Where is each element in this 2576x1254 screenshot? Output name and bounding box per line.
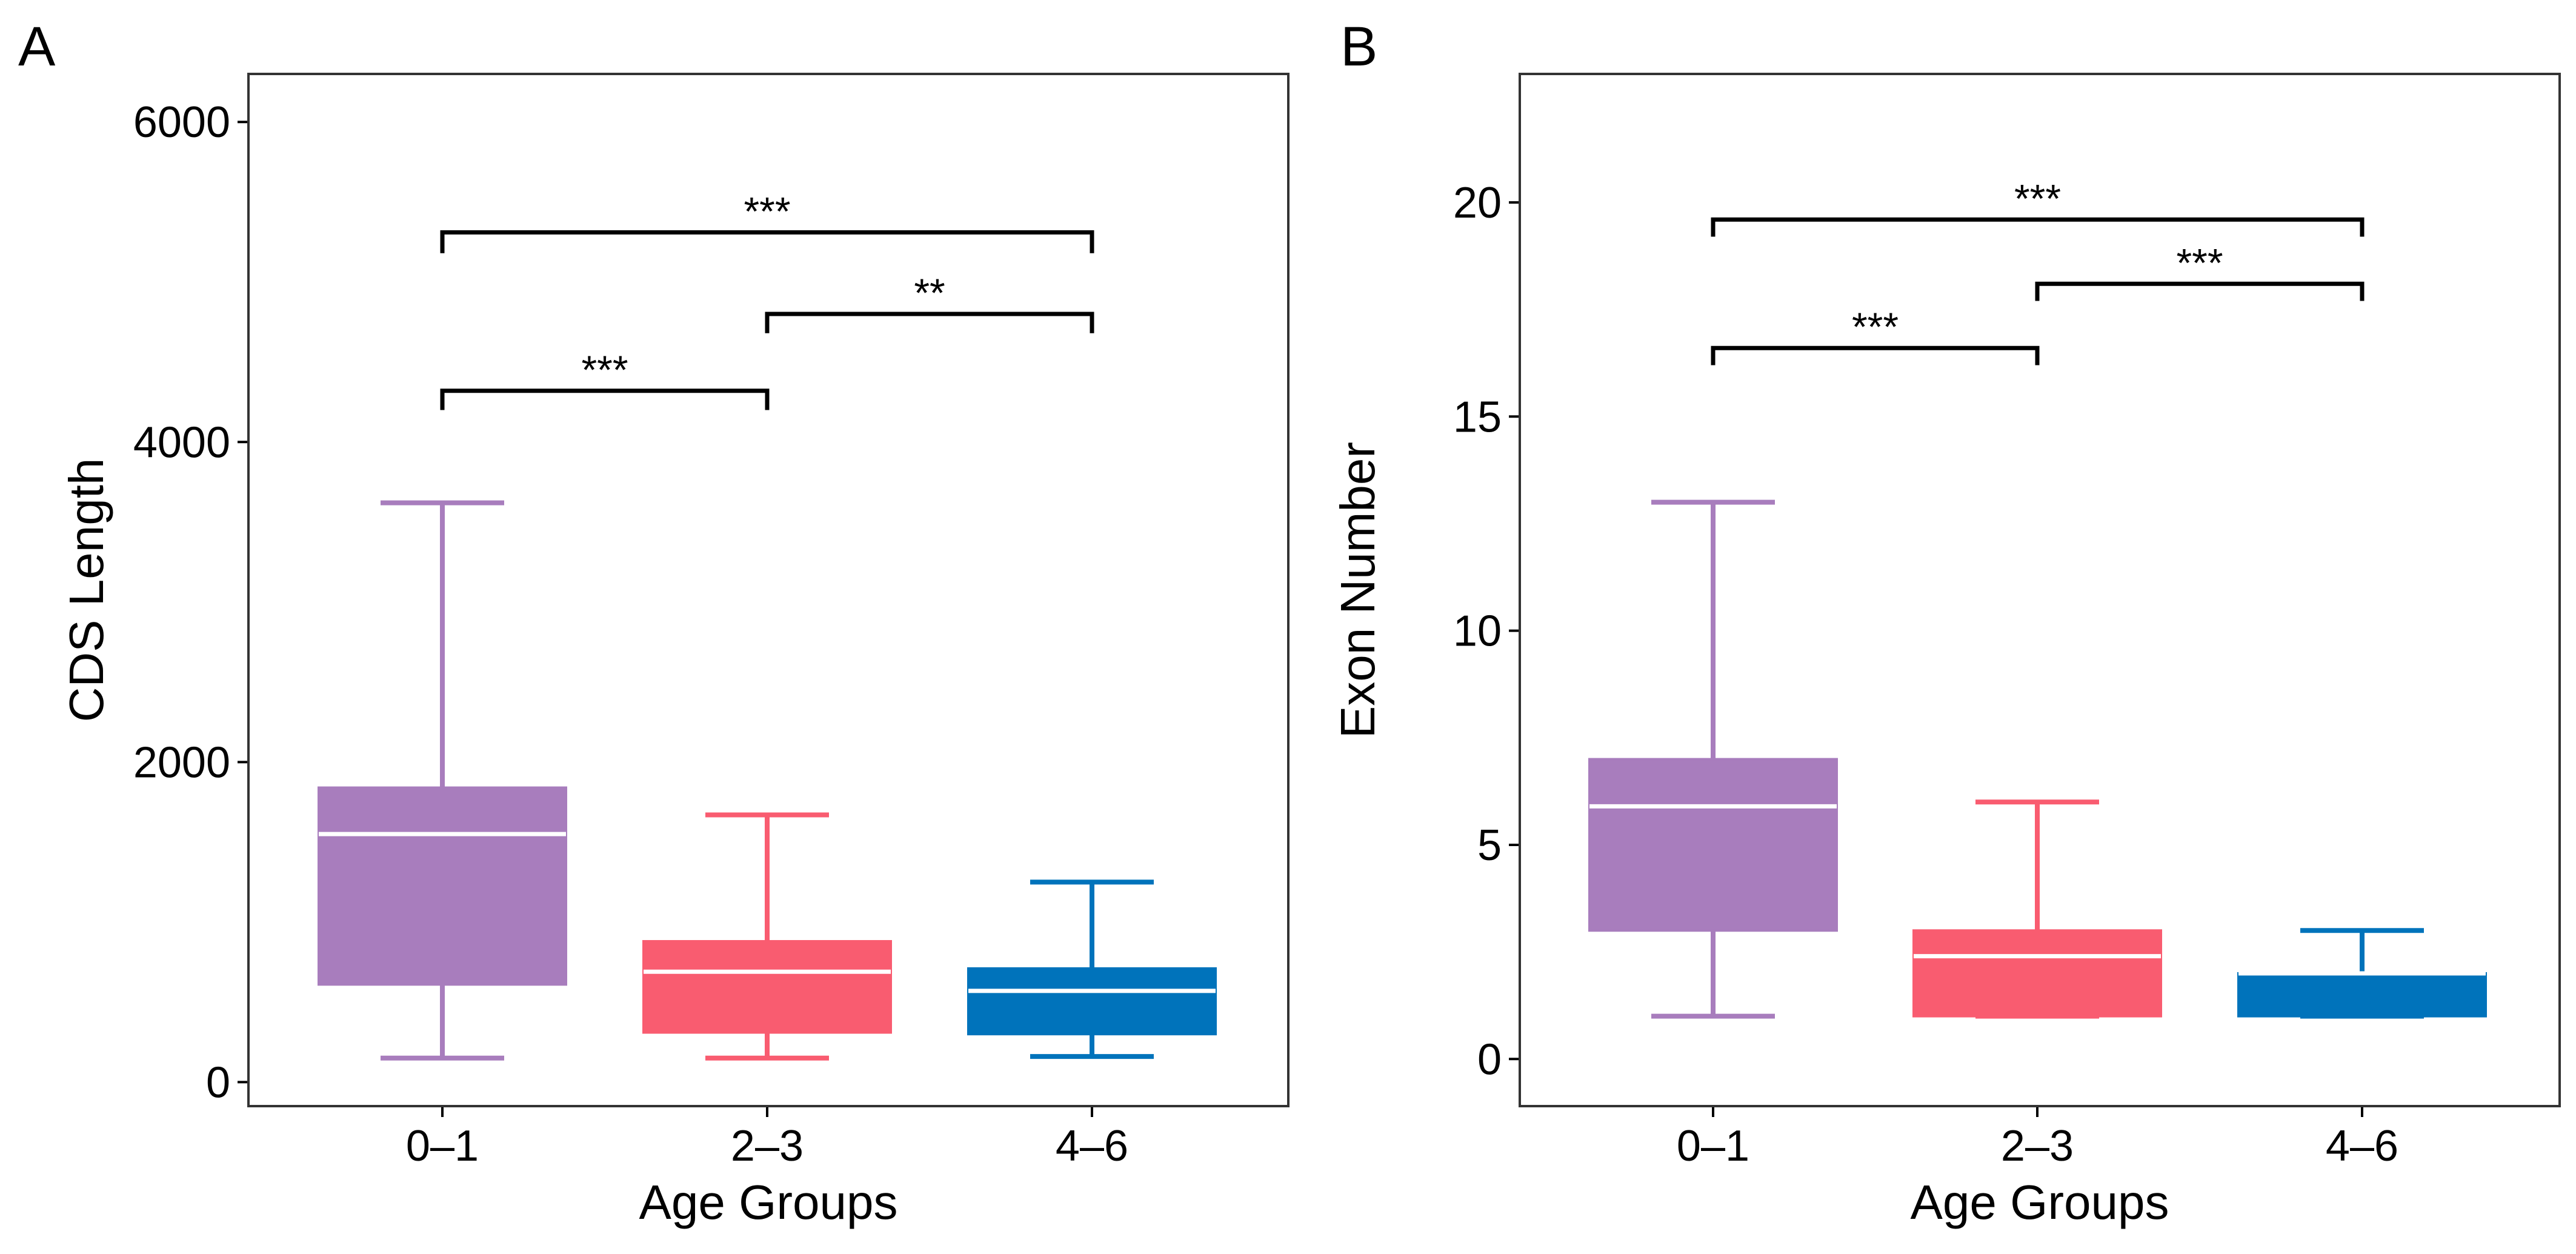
x-tick-label: 0–1 (1677, 1122, 1749, 1170)
panel-letter: A (18, 16, 56, 78)
box-4–6 (967, 879, 1217, 1059)
significance-bracket: *** (1711, 176, 2365, 237)
y-axis-title: Exon Number (1331, 442, 1385, 738)
significance-bracket: ** (765, 270, 1094, 333)
bracket-line (440, 389, 770, 410)
bracket-line (2035, 281, 2365, 301)
box-0–1 (1588, 499, 1838, 1019)
box-iqr (967, 967, 1217, 1036)
box-2–3 (642, 812, 892, 1061)
x-tick-label: 4–6 (1056, 1122, 1128, 1170)
bracket-line (440, 230, 1094, 253)
y-tick-label: 5 (1477, 821, 1502, 870)
x-tick-label: 2–3 (2001, 1122, 2074, 1170)
y-axis-title: CDS Length (59, 458, 113, 722)
significance-label: *** (2176, 240, 2223, 285)
bracket-line (1711, 345, 2040, 365)
box-iqr (1588, 758, 1838, 932)
box-2–3 (1912, 799, 2162, 1019)
y-tick-label: 15 (1453, 393, 1502, 441)
plot-border (247, 73, 1290, 1107)
significance-bracket: *** (440, 347, 770, 410)
y-tick-label: 20 (1453, 179, 1502, 227)
y-tick-label: 0 (206, 1058, 230, 1107)
panel-letter: B (1340, 16, 1377, 78)
significance-label: ** (914, 270, 945, 315)
y-tick-label: 10 (1453, 607, 1502, 656)
significance-label: *** (581, 347, 628, 392)
significance-label: *** (1852, 304, 1899, 349)
y-tick-label: 4000 (133, 418, 230, 467)
box-4–6 (2237, 928, 2487, 1019)
y-tick-label: 6000 (133, 98, 230, 147)
box-iqr (318, 786, 567, 986)
significance-bracket: *** (440, 188, 1094, 253)
panel-b: B *** *** *** 0 5 10 15 20 0–1 2–3 4–6 Age Groups Exo… (1331, 16, 2561, 1229)
box-iqr (1912, 929, 2162, 1018)
box-0–1 (318, 500, 567, 1061)
significance-bracket: *** (1711, 304, 2040, 365)
x-tick-label: 2–3 (731, 1122, 804, 1170)
y-tick-label: 2000 (133, 738, 230, 787)
x-tick-label: 0–1 (406, 1122, 479, 1170)
significance-label: *** (744, 188, 790, 233)
significance-bracket: *** (2035, 240, 2365, 301)
x-tick-label: 4–6 (2326, 1122, 2398, 1170)
plot-border (1519, 73, 2561, 1107)
x-axis-title: Age Groups (1911, 1175, 2169, 1229)
x-axis-title: Age Groups (639, 1175, 898, 1229)
bracket-line (1711, 217, 2365, 237)
bracket-line (765, 312, 1094, 333)
y-tick-label: 0 (1477, 1035, 1502, 1084)
box-iqr (642, 940, 892, 1034)
significance-label: *** (2014, 176, 2061, 221)
box-iqr (2237, 972, 2487, 1018)
